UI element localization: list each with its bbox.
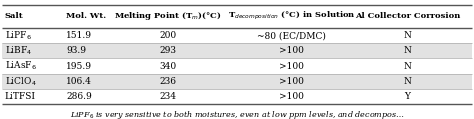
Text: N: N [404,31,411,40]
Text: LiPF$_6$ is very sensitive to both moistures, even at low ppm levels, and decomp: LiPF$_6$ is very sensitive to both moist… [70,109,404,119]
Text: 106.4: 106.4 [66,77,92,86]
Text: Melting Point (T$_m$)(°C): Melting Point (T$_m$)(°C) [114,10,222,22]
Bar [2,74,472,89]
Text: 236: 236 [160,77,177,86]
Text: LiAsF$_6$: LiAsF$_6$ [5,60,37,72]
Text: 195.9: 195.9 [66,62,92,71]
Text: ~80 (EC/DMC): ~80 (EC/DMC) [257,31,326,40]
Text: 151.9: 151.9 [66,31,92,40]
Text: N: N [404,46,411,55]
Text: 200: 200 [160,31,177,40]
Text: N: N [404,62,411,71]
Text: LiTFSI: LiTFSI [5,92,36,101]
Text: LiClO$_4$: LiClO$_4$ [5,75,36,88]
Text: >100: >100 [279,46,304,55]
Text: LiBF$_4$: LiBF$_4$ [5,45,32,57]
Text: Y: Y [405,92,410,101]
Text: 286.9: 286.9 [66,92,92,101]
Text: Al Collector Corrosion: Al Collector Corrosion [355,12,460,20]
Text: Mol. Wt.: Mol. Wt. [66,12,107,20]
Text: >100: >100 [279,77,304,86]
Text: 340: 340 [160,62,177,71]
Text: 93.9: 93.9 [66,46,86,55]
Text: 234: 234 [160,92,177,101]
Text: >100: >100 [279,92,304,101]
Bar [2,43,472,58]
Text: 293: 293 [160,46,177,55]
Text: >100: >100 [279,62,304,71]
Text: LiPF$_6$: LiPF$_6$ [5,29,32,42]
Text: Salt: Salt [5,12,24,20]
Text: N: N [404,77,411,86]
Text: T$_{decomposition}$ (°C) in Solution: T$_{decomposition}$ (°C) in Solution [228,10,356,22]
